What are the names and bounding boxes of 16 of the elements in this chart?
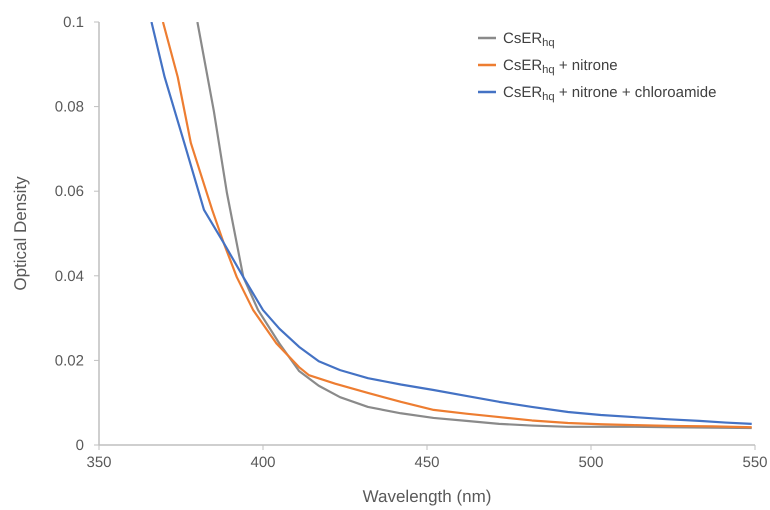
x-tick-label: 400 [250, 454, 276, 471]
y-tick-label: 0.06 [54, 183, 84, 200]
x-axis-title: Wavelength (nm) [362, 487, 492, 506]
legend-label: CsER$_{hq}$ + nitrone [503, 57, 618, 76]
x-tick-label: 500 [578, 454, 604, 471]
legend-label: CsER$_{hq}$ [503, 30, 555, 50]
x-tick-label: 550 [742, 454, 768, 471]
y-axis-title: Optical Density [11, 176, 30, 291]
y-tick-label: 0.1 [63, 14, 84, 31]
legend-label: CsER$_{hq}$ + nitrone + chloroamide [503, 84, 716, 104]
y-tick-label: 0 [76, 437, 84, 454]
x-tick-label: 450 [414, 454, 440, 471]
y-tick-label: 0.08 [54, 98, 84, 116]
x-tick-label: 350 [86, 454, 112, 471]
y-tick-label: 0.04 [54, 268, 84, 285]
y-tick-label: 0.02 [54, 352, 84, 370]
